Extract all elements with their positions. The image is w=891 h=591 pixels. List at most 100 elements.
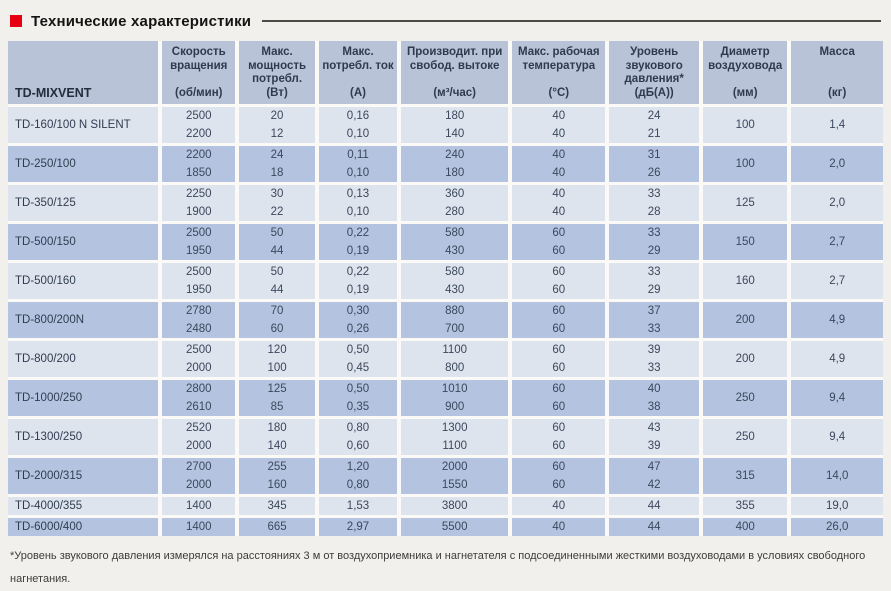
value-cell: 40 bbox=[508, 514, 608, 536]
table-row: 2610 85 0,35 900 60 38 bbox=[8, 397, 883, 417]
section-title: Технические характеристики bbox=[31, 12, 252, 30]
mass-cell: 4,9 bbox=[787, 298, 883, 339]
value-cell: 2520 bbox=[158, 415, 238, 437]
column-header-8: Масса (кг) bbox=[787, 41, 883, 105]
table-row: TD-800/200 2500 120 0,50 1100 60 39 200 4,9 bbox=[8, 337, 883, 378]
value-cell: 29 bbox=[605, 241, 701, 261]
value-cell: 2500 bbox=[158, 259, 238, 281]
model-cell: TD-6000/400 bbox=[8, 514, 161, 536]
value-cell: 0,22 bbox=[314, 220, 400, 242]
model-cell: TD-350/125 bbox=[8, 181, 161, 222]
value-cell: 430 bbox=[397, 280, 511, 300]
column-unit: (Вт) bbox=[266, 87, 288, 99]
value-cell: 580 bbox=[397, 220, 511, 242]
value-cell: 0,80 bbox=[314, 415, 400, 437]
value-cell: 60 bbox=[508, 298, 608, 320]
value-cell: 20 bbox=[235, 103, 317, 125]
value-cell: 30 bbox=[235, 181, 317, 203]
value-cell: 50 bbox=[235, 220, 317, 242]
table-row: TD-800/200N 2780 70 0,30 880 60 37 200 4,9 bbox=[8, 298, 883, 339]
value-cell: 60 bbox=[508, 358, 608, 378]
value-cell: 2,97 bbox=[314, 514, 400, 536]
value-cell: 580 bbox=[397, 259, 511, 281]
value-cell: 2500 bbox=[158, 103, 238, 125]
value-cell: 44 bbox=[605, 514, 701, 536]
column-unit: (об/мин) bbox=[174, 87, 223, 99]
value-cell: 2000 bbox=[397, 454, 511, 476]
table-row: TD-1300/250 2520 180 0,80 1300 60 43 250 9,4 bbox=[8, 415, 883, 456]
value-cell: 280 bbox=[397, 202, 511, 222]
value-cell: 1400 bbox=[158, 514, 238, 536]
spec-table-body: TD-160/100 N SILENT 2500 20 0,16 180 40 24 100 1… bbox=[8, 103, 883, 536]
value-cell: 1550 bbox=[397, 475, 511, 495]
mass-cell: 2,7 bbox=[787, 220, 883, 261]
value-cell: 1950 bbox=[158, 280, 238, 300]
value-cell: 21 bbox=[605, 124, 701, 144]
value-cell: 3800 bbox=[397, 493, 511, 516]
value-cell: 0,60 bbox=[314, 436, 400, 456]
column-unit: (А) bbox=[350, 87, 366, 99]
value-cell: 2000 bbox=[158, 475, 238, 495]
column-unit: (мм) bbox=[732, 87, 758, 99]
mass-cell: 1,4 bbox=[787, 103, 883, 144]
value-cell: 60 bbox=[508, 454, 608, 476]
section-header: Технические характеристики bbox=[8, 9, 883, 33]
value-cell: 24 bbox=[605, 103, 701, 125]
value-cell: 180 bbox=[235, 415, 317, 437]
column-header-2: Макс. мощность потребл. (Вт) bbox=[235, 41, 317, 105]
table-row: 2000 160 0,80 1550 60 42 bbox=[8, 475, 883, 495]
value-cell: 0,45 bbox=[314, 358, 400, 378]
column-title: Уровень звукового давления* bbox=[624, 46, 684, 86]
value-cell: 2780 bbox=[158, 298, 238, 320]
model-cell: TD-500/160 bbox=[8, 259, 161, 300]
table-row: TD-500/150 2500 50 0,22 580 60 33 150 2,7 bbox=[8, 220, 883, 261]
value-cell: 60 bbox=[508, 220, 608, 242]
value-cell: 1400 bbox=[158, 493, 238, 516]
value-cell: 31 bbox=[605, 142, 701, 164]
value-cell: 42 bbox=[605, 475, 701, 495]
diameter-cell: 400 bbox=[698, 514, 790, 536]
model-cell: TD-1300/250 bbox=[8, 415, 161, 456]
value-cell: 40 bbox=[508, 181, 608, 203]
diameter-cell: 315 bbox=[698, 454, 790, 495]
mass-cell: 19,0 bbox=[787, 493, 883, 516]
value-cell: 0,10 bbox=[314, 163, 400, 183]
value-cell: 1900 bbox=[158, 202, 238, 222]
title-rule bbox=[262, 20, 881, 22]
value-cell: 900 bbox=[397, 397, 511, 417]
value-cell: 43 bbox=[605, 415, 701, 437]
value-cell: 255 bbox=[235, 454, 317, 476]
column-unit: (м³/час) bbox=[433, 87, 477, 99]
value-cell: 2500 bbox=[158, 220, 238, 242]
value-cell: 0,80 bbox=[314, 475, 400, 495]
value-cell: 2250 bbox=[158, 181, 238, 203]
spec-table-head: TD-MIXVENT Скорость вращения (об/мин) Макс.… bbox=[8, 41, 883, 105]
table-row: TD-1000/250 2800 125 0,50 1010 60 40 250 9,4 bbox=[8, 376, 883, 417]
value-cell: 39 bbox=[605, 436, 701, 456]
value-cell: 33 bbox=[605, 181, 701, 203]
value-cell: 2700 bbox=[158, 454, 238, 476]
footnote: *Уровень звукового давления измерялся на… bbox=[10, 549, 866, 585]
model-cell: TD-250/100 bbox=[8, 142, 161, 183]
column-title: Макс. рабочая температура bbox=[518, 46, 600, 72]
value-cell: 60 bbox=[508, 397, 608, 417]
value-cell: 345 bbox=[235, 493, 317, 516]
value-cell: 0,19 bbox=[314, 280, 400, 300]
diameter-cell: 160 bbox=[698, 259, 790, 300]
value-cell: 0,10 bbox=[314, 124, 400, 144]
value-cell: 125 bbox=[235, 376, 317, 398]
column-header-5: Макс. рабочая температура (°С) bbox=[508, 41, 608, 105]
value-cell: 0,26 bbox=[314, 319, 400, 339]
value-cell: 0,35 bbox=[314, 397, 400, 417]
value-cell: 5500 bbox=[397, 514, 511, 536]
table-row: 1850 18 0,10 180 40 26 bbox=[8, 163, 883, 183]
value-cell: 12 bbox=[235, 124, 317, 144]
value-cell: 240 bbox=[397, 142, 511, 164]
value-cell: 665 bbox=[235, 514, 317, 536]
value-cell: 2500 bbox=[158, 337, 238, 359]
table-row: TD-2000/315 2700 255 1,20 2000 60 47 315 14,0 bbox=[8, 454, 883, 495]
value-cell: 26 bbox=[605, 163, 701, 183]
column-title: Макс. потребл. ток bbox=[322, 46, 394, 72]
value-cell: 1,53 bbox=[314, 493, 400, 516]
value-cell: 120 bbox=[235, 337, 317, 359]
